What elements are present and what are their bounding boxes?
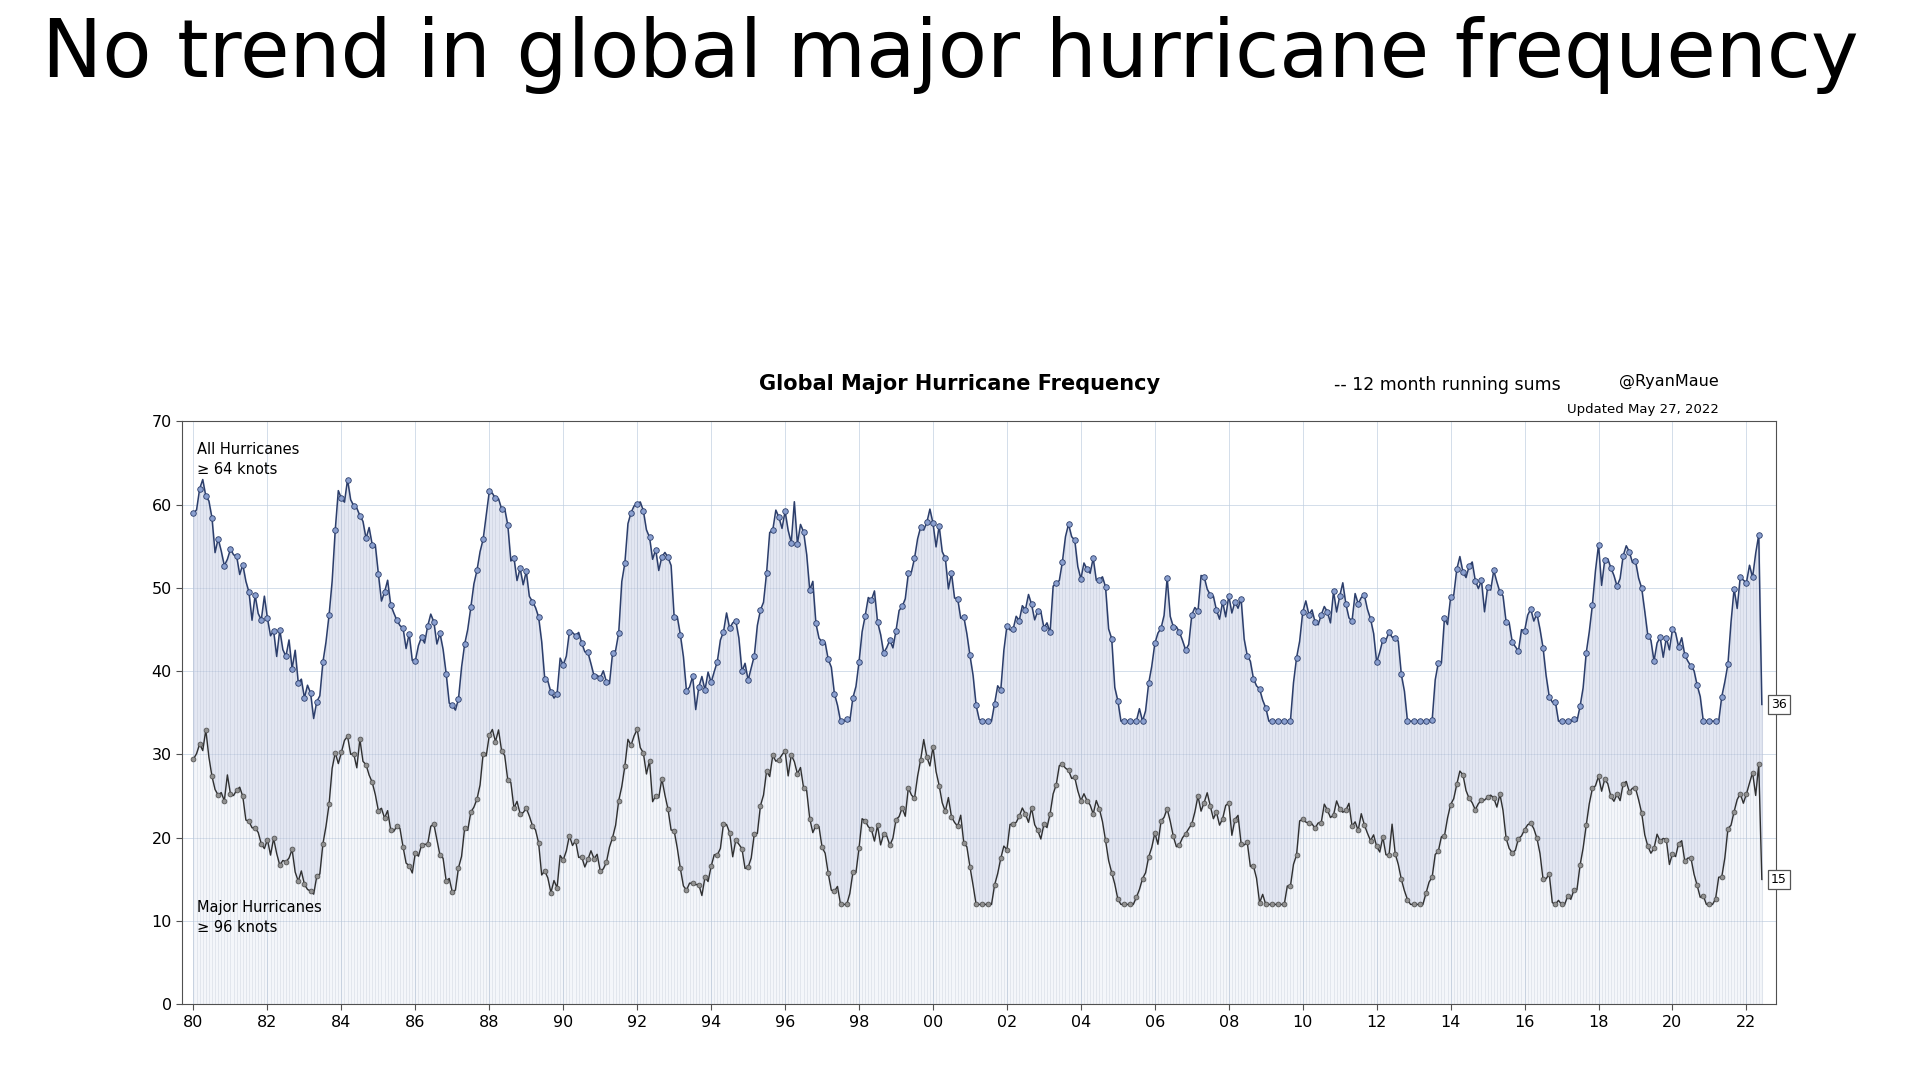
- Text: No trend in global major hurricane frequency: No trend in global major hurricane frequ…: [42, 16, 1859, 94]
- Text: 36: 36: [1770, 698, 1788, 711]
- Text: Global Major Hurricane Frequency: Global Major Hurricane Frequency: [760, 374, 1160, 394]
- Text: All Hurricanes
≥ 64 knots: All Hurricanes ≥ 64 knots: [198, 442, 300, 477]
- Text: Updated May 27, 2022: Updated May 27, 2022: [1567, 403, 1718, 416]
- Text: 15: 15: [1770, 873, 1788, 886]
- Text: Major Hurricanes
≥ 96 knots: Major Hurricanes ≥ 96 knots: [198, 901, 323, 935]
- Text: @RyanMaue: @RyanMaue: [1619, 374, 1718, 389]
- Text: -- 12 month running sums: -- 12 month running sums: [1334, 376, 1561, 394]
